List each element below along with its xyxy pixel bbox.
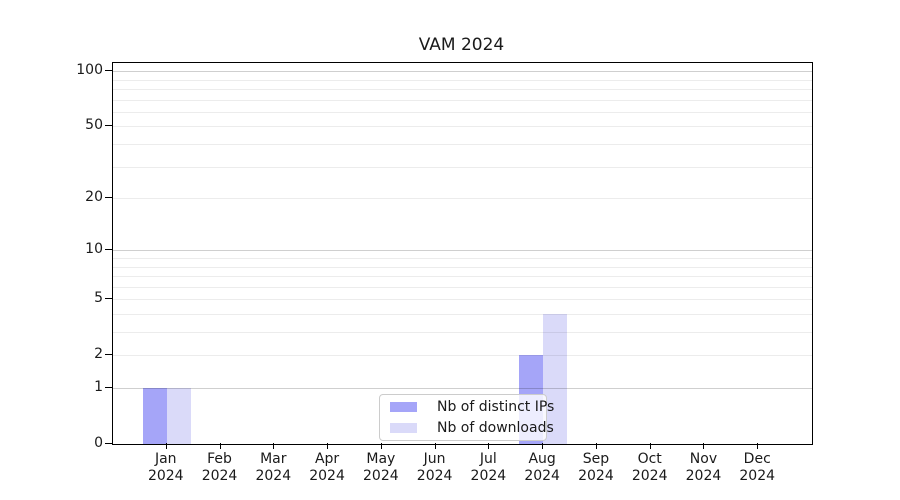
y-tick-mark-20 bbox=[105, 197, 112, 199]
x-tick-year: 2024 bbox=[416, 468, 453, 484]
y-tick-label-50: 50 bbox=[85, 116, 103, 133]
y-tick-label-20: 20 bbox=[85, 188, 103, 205]
x-tick-label-dec: Dec 2024 bbox=[717, 451, 797, 485]
y-tick-mark-1 bbox=[105, 387, 112, 388]
gridline-9 bbox=[113, 258, 812, 259]
x-tick-month: Nov bbox=[689, 451, 718, 467]
x-tick-month: Apr bbox=[314, 451, 340, 467]
x-tick-mark-aug bbox=[542, 443, 544, 449]
bar-downloads-aug bbox=[543, 313, 568, 444]
gridline-60 bbox=[113, 111, 812, 113]
y-tick-mark-2 bbox=[105, 354, 112, 356]
gridline-100 bbox=[113, 71, 812, 73]
y-tick-mark-10 bbox=[105, 249, 112, 251]
x-tick-month: Mar bbox=[260, 451, 287, 467]
y-tick-label-100: 100 bbox=[76, 61, 103, 78]
chart-legend: Nb of distinct IPs Nb of downloads bbox=[379, 394, 554, 441]
x-tick-year: 2024 bbox=[470, 468, 507, 484]
x-tick-month: Sep bbox=[582, 451, 610, 467]
x-tick-mark-may bbox=[380, 443, 382, 449]
x-tick-label-nov: Nov 2024 bbox=[663, 451, 743, 485]
gridline-2 bbox=[113, 355, 812, 357]
x-tick-year: 2024 bbox=[739, 468, 776, 484]
x-tick-year: 2024 bbox=[363, 468, 399, 484]
x-tick-mark-mar bbox=[273, 443, 275, 449]
x-tick-mark-apr bbox=[327, 443, 329, 449]
bar-distinct-ips-jan bbox=[142, 388, 167, 444]
legend-swatch-distinct-ips bbox=[390, 402, 417, 413]
x-tick-year: 2024 bbox=[524, 468, 560, 484]
x-tick-year: 2024 bbox=[578, 468, 614, 484]
x-tick-label-may: May 2024 bbox=[341, 451, 421, 485]
x-tick-mark-jan bbox=[165, 443, 167, 449]
x-tick-month: May bbox=[366, 451, 396, 467]
x-tick-label-jan: Jan 2024 bbox=[126, 451, 206, 485]
x-tick-mark-nov bbox=[703, 443, 705, 449]
gridline-50 bbox=[113, 126, 812, 128]
x-tick-year: 2024 bbox=[201, 468, 238, 484]
legend-entry-distinct-ips: Nb of distinct IPs bbox=[390, 399, 554, 416]
x-tick-label-aug: Aug 2024 bbox=[502, 451, 582, 485]
x-tick-mark-jun bbox=[434, 443, 436, 449]
x-tick-mark-jul bbox=[488, 443, 490, 449]
chart-title: VAM 2024 bbox=[418, 35, 505, 55]
x-tick-mark-sep bbox=[595, 443, 597, 449]
x-tick-year: 2024 bbox=[631, 468, 668, 484]
bar-downloads-jan bbox=[166, 388, 191, 444]
y-tick-mark-100 bbox=[105, 70, 112, 72]
y-tick-label-0: 0 bbox=[94, 434, 103, 451]
y-tick-label-5: 5 bbox=[94, 289, 103, 306]
y-tick-label-10: 10 bbox=[85, 240, 103, 257]
gridline-6 bbox=[113, 286, 812, 288]
gridline-3 bbox=[113, 332, 812, 334]
gridline-4 bbox=[113, 313, 812, 315]
x-tick-mark-feb bbox=[219, 443, 221, 449]
x-tick-label-sep: Sep 2024 bbox=[556, 451, 636, 485]
legend-swatch-downloads bbox=[390, 422, 417, 433]
legend-label-distinct-ips: Nb of distinct IPs bbox=[437, 399, 555, 416]
x-tick-month: Jul bbox=[479, 451, 497, 467]
x-tick-year: 2024 bbox=[685, 468, 722, 484]
x-tick-month: Feb bbox=[207, 451, 232, 467]
plot-area: Nb of distinct IPs Nb of downloads bbox=[112, 62, 813, 445]
x-tick-label-feb: Feb 2024 bbox=[180, 451, 260, 485]
x-tick-month: Oct bbox=[637, 451, 662, 467]
gridline-1 bbox=[113, 388, 812, 389]
x-tick-month: Dec bbox=[743, 451, 771, 467]
gridline-30 bbox=[113, 166, 812, 168]
x-tick-month: Jan bbox=[154, 451, 177, 467]
x-tick-label-oct: Oct 2024 bbox=[610, 451, 690, 485]
x-tick-label-mar: Mar 2024 bbox=[233, 451, 313, 485]
y-tick-mark-0 bbox=[105, 443, 112, 444]
gridline-8 bbox=[113, 266, 812, 268]
legend-entry-downloads: Nb of downloads bbox=[390, 420, 554, 437]
gridline-7 bbox=[113, 276, 812, 278]
y-tick-label-1: 1 bbox=[94, 378, 103, 395]
legend-label-downloads: Nb of downloads bbox=[437, 419, 554, 436]
x-tick-label-jun: Jun 2024 bbox=[395, 451, 475, 485]
x-tick-label-apr: Apr 2024 bbox=[287, 451, 367, 485]
x-tick-year: 2024 bbox=[255, 468, 292, 484]
gridline-10 bbox=[113, 250, 812, 252]
y-tick-label-2: 2 bbox=[94, 345, 103, 362]
x-tick-year: 2024 bbox=[147, 468, 184, 484]
x-tick-year: 2024 bbox=[309, 468, 345, 484]
x-tick-month: Jun bbox=[423, 451, 446, 467]
y-tick-mark-50 bbox=[105, 125, 112, 127]
y-tick-mark-5 bbox=[105, 298, 112, 300]
gridline-90 bbox=[113, 79, 812, 81]
gridline-40 bbox=[113, 144, 812, 146]
x-tick-month: Aug bbox=[528, 451, 556, 467]
gridline-5 bbox=[113, 299, 812, 301]
x-tick-mark-dec bbox=[757, 443, 759, 449]
x-tick-label-jul: Jul 2024 bbox=[448, 451, 528, 485]
gridline-20 bbox=[113, 198, 812, 200]
gridline-70 bbox=[113, 99, 812, 101]
gridline-80 bbox=[113, 89, 812, 91]
x-tick-mark-oct bbox=[649, 443, 651, 449]
